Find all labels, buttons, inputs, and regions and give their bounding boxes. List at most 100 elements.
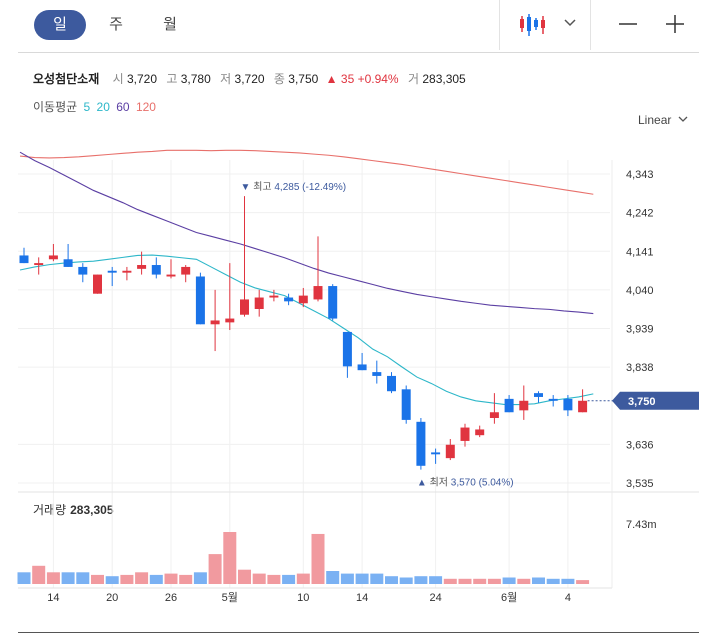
- annotations: ▼ 최고 4,285 (-12.49%) ▲ 최저 3,570 (5.04%): [241, 181, 514, 488]
- price-tick-label: 3,838: [626, 362, 654, 374]
- candle-body: [416, 421, 426, 466]
- date-tick-label: 20: [106, 592, 118, 604]
- volume-bar: [17, 572, 31, 584]
- price-tick-label: 4,242: [626, 208, 654, 220]
- volume-axis-label: 7.43m: [626, 519, 657, 531]
- candle-body: [504, 398, 514, 413]
- ma-60[interactable]: 60: [116, 100, 130, 114]
- volume-label: 거: [407, 72, 419, 86]
- candle-body: [254, 297, 264, 309]
- price-tick-label: 3,939: [626, 324, 654, 336]
- volume-bar: [238, 569, 251, 584]
- candle-body: [19, 255, 29, 264]
- chart-type-button[interactable]: [518, 10, 550, 40]
- plus-icon: [666, 15, 684, 33]
- candle-body: [313, 286, 323, 300]
- date-tick-label: 14: [47, 592, 59, 604]
- volume-bar: [326, 571, 340, 584]
- candle-body: [284, 297, 294, 302]
- candle-body: [460, 427, 470, 441]
- ma-5[interactable]: 5: [83, 100, 91, 114]
- high-label: 고: [166, 72, 178, 86]
- minus-icon: [619, 23, 637, 25]
- candle-body: [34, 263, 44, 266]
- volume-bar: [282, 574, 296, 584]
- close-value: 3,750: [288, 72, 319, 86]
- moving-average-legend: 이동평균 5 20 60 120: [33, 98, 159, 115]
- candle-body: [475, 429, 485, 436]
- zoom-out-button[interactable]: [616, 10, 640, 40]
- tab-week[interactable]: 주: [109, 16, 123, 33]
- candle-body: [48, 255, 58, 260]
- chart-type-dropdown[interactable]: [562, 10, 578, 40]
- volume-bar: [267, 574, 281, 584]
- ma-20[interactable]: 20: [96, 100, 110, 114]
- low-annotation-label: 최저: [430, 477, 451, 489]
- candle-body: [445, 444, 455, 459]
- moving-average-lines: [19, 149, 594, 406]
- ma120-line: [19, 149, 594, 195]
- low-marker-icon: ▲: [417, 478, 430, 489]
- candle-body: [122, 270, 132, 273]
- candle-body: [78, 266, 88, 275]
- volume-panel-title: 거래량 283,305: [33, 501, 114, 518]
- candle-body: [107, 270, 117, 273]
- top-toolbar: 일 주 월: [18, 0, 699, 53]
- volume-bar: [458, 578, 472, 584]
- volume-bar: [61, 572, 75, 584]
- volume-bar: [561, 578, 575, 584]
- volume-bar: [105, 576, 119, 584]
- candle-body: [563, 398, 573, 411]
- volume-bar: [296, 573, 310, 584]
- volume-bar: [223, 532, 237, 584]
- tab-day[interactable]: 일: [34, 10, 86, 40]
- candle-body: [93, 274, 102, 294]
- volume-bar: [385, 576, 398, 584]
- candle-body: [195, 276, 205, 325]
- volume-bar: [135, 572, 149, 584]
- candle-body: [519, 400, 529, 411]
- change-value: 35 +0.94%: [340, 72, 399, 86]
- volume-bar: [91, 574, 104, 584]
- candle-body: [298, 295, 308, 304]
- date-tick-label: 5월: [222, 591, 238, 604]
- volume-value: 283,305: [422, 72, 466, 86]
- date-tick-label: 14: [356, 592, 368, 604]
- current-price-label: 3,750: [628, 396, 656, 408]
- candle-body: [269, 295, 279, 298]
- volume-bars: [17, 532, 590, 584]
- stock-name: 오성첨단소재: [33, 72, 100, 86]
- price-tick-label: 4,040: [626, 285, 654, 297]
- chevron-down-icon: [564, 19, 576, 27]
- zoom-in-button[interactable]: [663, 10, 687, 40]
- volume-bar: [76, 572, 90, 584]
- ma-120[interactable]: 120: [135, 100, 156, 114]
- high-annotation-value: 4,285 (-12.49%): [274, 182, 346, 193]
- low-annotation: ▲ 최저 3,570 (5.04%): [417, 477, 514, 489]
- low-value: 3,720: [234, 72, 265, 86]
- ma60-line: [19, 151, 594, 315]
- price-tick-label: 4,343: [626, 169, 654, 181]
- volume-bar: [46, 572, 60, 584]
- candle-body: [210, 320, 220, 325]
- date-tick-label: 4: [565, 592, 571, 604]
- scale-selector[interactable]: Linear: [638, 113, 688, 127]
- tab-month[interactable]: 월: [163, 16, 177, 33]
- candle-body: [489, 412, 499, 418]
- volume-bar: [32, 565, 46, 584]
- candle-body: [372, 372, 382, 376]
- low-annotation-value: 3,570 (5.04%): [451, 478, 514, 489]
- current-price-tag: [612, 391, 699, 410]
- ma-label: 이동평균: [33, 100, 78, 114]
- date-axis: 14 20 26 5월 10 14 24 6월 4: [47, 591, 571, 604]
- date-tick-label: 6월: [501, 591, 517, 604]
- candles: [19, 196, 588, 470]
- volume-panel-label: 거래량: [33, 503, 67, 517]
- volume-bar: [208, 554, 222, 584]
- volume-bar: [414, 576, 428, 584]
- candle-body: [137, 265, 147, 269]
- volume-bar: [443, 578, 457, 584]
- ma20-line: [19, 254, 594, 406]
- volume-bar: [576, 580, 590, 584]
